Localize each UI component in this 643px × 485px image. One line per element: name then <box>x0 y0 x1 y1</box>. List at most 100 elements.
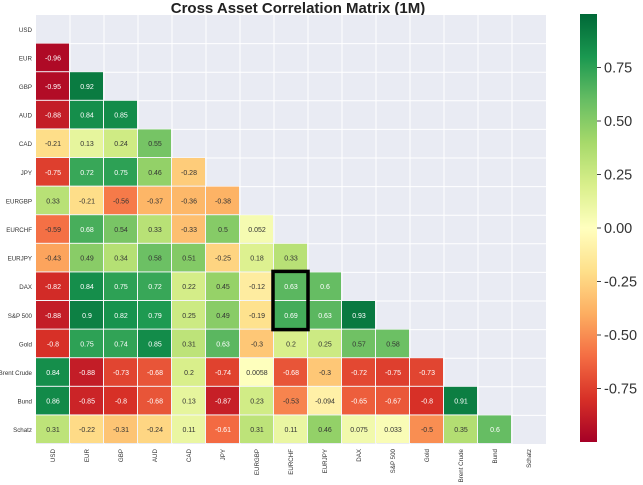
cell-value-label: 0.69 <box>284 313 298 320</box>
column-label: EURGBP <box>254 449 261 475</box>
heatmap-cell <box>138 386 171 415</box>
cell-value-label: 0.46 <box>148 170 162 177</box>
cell-value-label: 0.68 <box>80 227 94 234</box>
column-label: EURJPY <box>322 449 329 473</box>
heatmap-cell <box>206 301 239 329</box>
cell-value-label: 0.0058 <box>246 370 268 377</box>
heatmap-cell <box>172 415 205 443</box>
column-label: DAX <box>356 449 363 462</box>
cell-value-label: -0.33 <box>181 227 197 234</box>
heatmap-cell <box>172 158 205 186</box>
heatmap-cell <box>172 186 205 215</box>
heatmap-cell <box>376 415 409 443</box>
cell-value-label: -0.85 <box>79 399 95 406</box>
cell-value-label: -0.75 <box>385 370 401 377</box>
cell-value-label: 0.18 <box>250 256 264 263</box>
colorbar-tick-label: 0.00 <box>604 221 632 237</box>
cell-value-label: 0.31 <box>250 427 264 434</box>
cell-value-label: -0.95 <box>45 84 61 91</box>
column-tick-labels: USD EUR GBP AUD CAD JPY EURGBP EURCHF EURJPY DAX S… <box>50 448 533 482</box>
cell-value-label: 0.49 <box>80 256 94 263</box>
cell-value-label: 0.85 <box>148 341 162 348</box>
cell-value-label: -0.19 <box>249 313 265 320</box>
row-label: USD <box>19 27 33 34</box>
heatmap-cell <box>70 72 103 100</box>
heatmap-cell <box>274 415 307 443</box>
cell-value-label: -0.43 <box>45 256 61 263</box>
heatmap-cell <box>138 329 171 358</box>
row-tick-labels: USDEURGBPAUDCADJPYEURGBPEURCHFEURJPYDAXS… <box>0 27 33 434</box>
cell-value-label: 0.82 <box>114 313 128 320</box>
cell-value-label: 0.6 <box>320 284 330 291</box>
heatmap-cell <box>138 272 171 300</box>
heatmap-cell <box>36 43 69 72</box>
column-label: EUR <box>84 448 91 462</box>
heatmap-cell <box>138 358 171 386</box>
column-label: Brent Crude <box>458 448 465 482</box>
row-label: Brent Crude <box>0 370 33 377</box>
heatmap-cell <box>308 358 341 386</box>
cell-value-label: -0.88 <box>45 313 61 320</box>
cell-value-label: 0.75 <box>80 341 94 348</box>
heatmap-cell <box>104 158 137 186</box>
heatmap-cell <box>70 272 103 300</box>
cell-value-label: 0.75 <box>114 170 128 177</box>
cell-value-label: 0.31 <box>46 427 60 434</box>
column-label: CAD <box>186 448 193 462</box>
cell-value-label: -0.8 <box>115 399 127 406</box>
cell-value-label: 0.55 <box>148 141 162 148</box>
heatmap-cell <box>36 158 69 186</box>
column-label: EURCHF <box>288 449 295 475</box>
cell-value-label: -0.96 <box>45 55 61 62</box>
cell-value-label: 0.2 <box>286 341 296 348</box>
heatmap-cell <box>410 358 443 386</box>
heatmap-cell <box>410 415 443 443</box>
heatmap-cell <box>206 272 239 300</box>
cell-value-label: 0.13 <box>182 399 196 406</box>
heatmap-cell <box>172 301 205 329</box>
heatmap-cell <box>478 415 511 443</box>
cell-value-label: -0.75 <box>45 170 61 177</box>
heatmap-cell <box>70 415 103 443</box>
heatmap-cell <box>138 301 171 329</box>
cell-value-label: 0.93 <box>352 313 366 320</box>
heatmap-cell <box>172 329 205 358</box>
column-label: GBP <box>118 449 125 462</box>
cell-value-label: 0.54 <box>114 227 128 234</box>
row-label: CAD <box>19 141 33 148</box>
column-label: AUD <box>152 448 159 462</box>
cell-value-label: -0.8 <box>47 341 59 348</box>
highlight-rectangle <box>271 269 310 332</box>
cell-value-label: -0.68 <box>147 399 163 406</box>
heatmap-cell <box>104 243 137 272</box>
heatmap-cell <box>274 272 307 300</box>
colorbar-tick-label: -0.75 <box>604 382 637 398</box>
cell-value-label: -0.88 <box>79 370 95 377</box>
colorbar-gradient <box>580 14 597 442</box>
heatmap-cell <box>308 386 341 415</box>
row-label: GBP <box>19 84 32 91</box>
column-label: JPY <box>220 449 227 460</box>
heatmap-cell <box>240 415 273 443</box>
column-label: Gold <box>424 448 431 462</box>
heatmap-cell <box>410 386 443 415</box>
cell-value-label: -0.56 <box>113 198 129 205</box>
cell-value-label: -0.21 <box>79 198 95 205</box>
heatmap-cell <box>138 129 171 157</box>
heatmap-cell <box>308 329 341 358</box>
cell-value-label: -0.68 <box>147 370 163 377</box>
cell-value-label: 0.033 <box>384 427 402 434</box>
cell-value-label: -0.37 <box>147 198 163 205</box>
cell-value-label: -0.21 <box>45 141 61 148</box>
column-label: USD <box>50 448 57 462</box>
cell-value-label: -0.65 <box>351 399 367 406</box>
heatmap-cell <box>444 386 477 415</box>
cell-value-label: 0.92 <box>80 84 94 91</box>
heatmap-cell <box>36 100 69 129</box>
cell-value-label: 0.91 <box>454 399 468 406</box>
highlight-box <box>271 269 310 332</box>
cell-value-label: 0.22 <box>182 284 196 291</box>
heatmap-cell <box>36 386 69 415</box>
heatmap-cell <box>240 272 273 300</box>
